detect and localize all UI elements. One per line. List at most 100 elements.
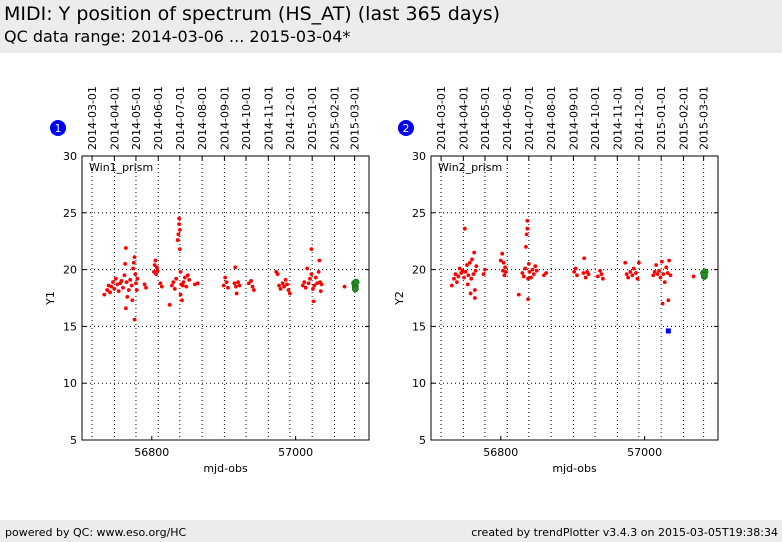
data-point [664,265,669,270]
data-point [181,280,186,284]
data-point [252,288,256,292]
y-tick-label: 30 [412,150,426,163]
data-point [155,268,160,273]
data-point [170,283,174,288]
data-point [465,263,469,267]
date-tick-label: 2014-03-01 [86,86,99,150]
data-point [530,267,535,272]
data-point [474,264,479,269]
y-tick-label: 5 [70,434,77,447]
date-tick-label: 2014-06-01 [152,86,165,150]
date-tick-label: 2014-07-01 [174,86,187,150]
data-point [657,268,661,273]
data-point [658,275,663,280]
data-point [601,276,605,281]
data-point [121,285,125,290]
data-point [126,288,131,292]
x-tick-label: 57000 [278,446,313,459]
data-point [544,271,548,275]
data-point [250,284,255,289]
data-point [317,258,322,263]
data-point [177,222,182,227]
data-point [462,275,466,280]
data-point [226,285,230,290]
data-point [106,283,111,288]
data-point [503,265,507,270]
data-point [524,232,529,237]
data-point [171,280,176,284]
data-point [472,296,477,300]
data-point [312,283,317,288]
data-point [624,272,629,277]
data-point [449,283,454,288]
date-tick-label: 2015-02-01 [328,86,341,150]
latest-point [700,271,708,279]
data-point [224,280,229,284]
data-point [667,258,671,263]
date-tick-label: 2014-12-01 [284,86,297,150]
data-point [465,282,470,287]
data-point [502,273,507,278]
data-point [524,244,528,249]
data-point [309,247,314,252]
y-tick-label: 20 [412,264,426,277]
data-point [142,282,147,287]
data-point [526,262,531,266]
data-point [132,317,137,322]
date-tick-label: 2014-09-01 [567,86,580,150]
data-point [654,263,659,267]
data-point [316,269,321,274]
data-point [525,226,530,231]
date-tick-label: 2015-02-01 [677,86,690,150]
data-point [280,281,285,286]
data-point [237,283,242,288]
data-point [123,306,128,311]
data-point [109,284,114,289]
data-point [285,282,289,287]
date-tick-label: 2014-05-01 [479,86,492,150]
date-tick-label: 2014-07-01 [523,86,536,150]
data-point [116,289,121,294]
data-point [236,280,240,284]
data-point [501,260,506,265]
y-tick-label: 15 [63,320,77,333]
data-point [498,258,503,263]
data-point [595,274,600,279]
data-point [119,279,124,283]
data-point [470,257,474,262]
date-tick-label: 2014-10-01 [240,86,253,150]
data-point [177,216,182,221]
data-point [311,299,316,304]
data-point [275,272,280,277]
data-point [158,281,163,286]
data-point [628,269,633,274]
data-point [481,272,486,277]
date-tick-label: 2015-03-01 [698,86,711,150]
data-point [111,280,115,284]
data-point [460,268,465,273]
date-tick-label: 2015-01-01 [306,86,319,150]
data-point [521,274,526,279]
y-axis-label: Y2 [393,291,406,306]
plot-frame [81,155,370,441]
y-tick-label: 5 [419,434,426,447]
date-tick-label: 2014-05-01 [130,86,143,150]
date-tick-label: 2015-03-01 [349,86,362,150]
data-point [283,277,288,282]
data-point [124,280,129,284]
data-point [456,274,461,279]
data-point [469,276,474,281]
data-point [468,291,473,296]
data-point [623,260,628,265]
data-point [582,256,587,261]
data-point [533,264,538,269]
data-point [662,280,667,284]
data-point [123,246,128,250]
data-point [531,272,536,277]
data-point [193,282,197,287]
data-point [308,276,312,281]
y-tick-label: 25 [412,207,426,220]
data-point [305,266,310,271]
x-axis-label: mjd-obs [203,462,248,475]
